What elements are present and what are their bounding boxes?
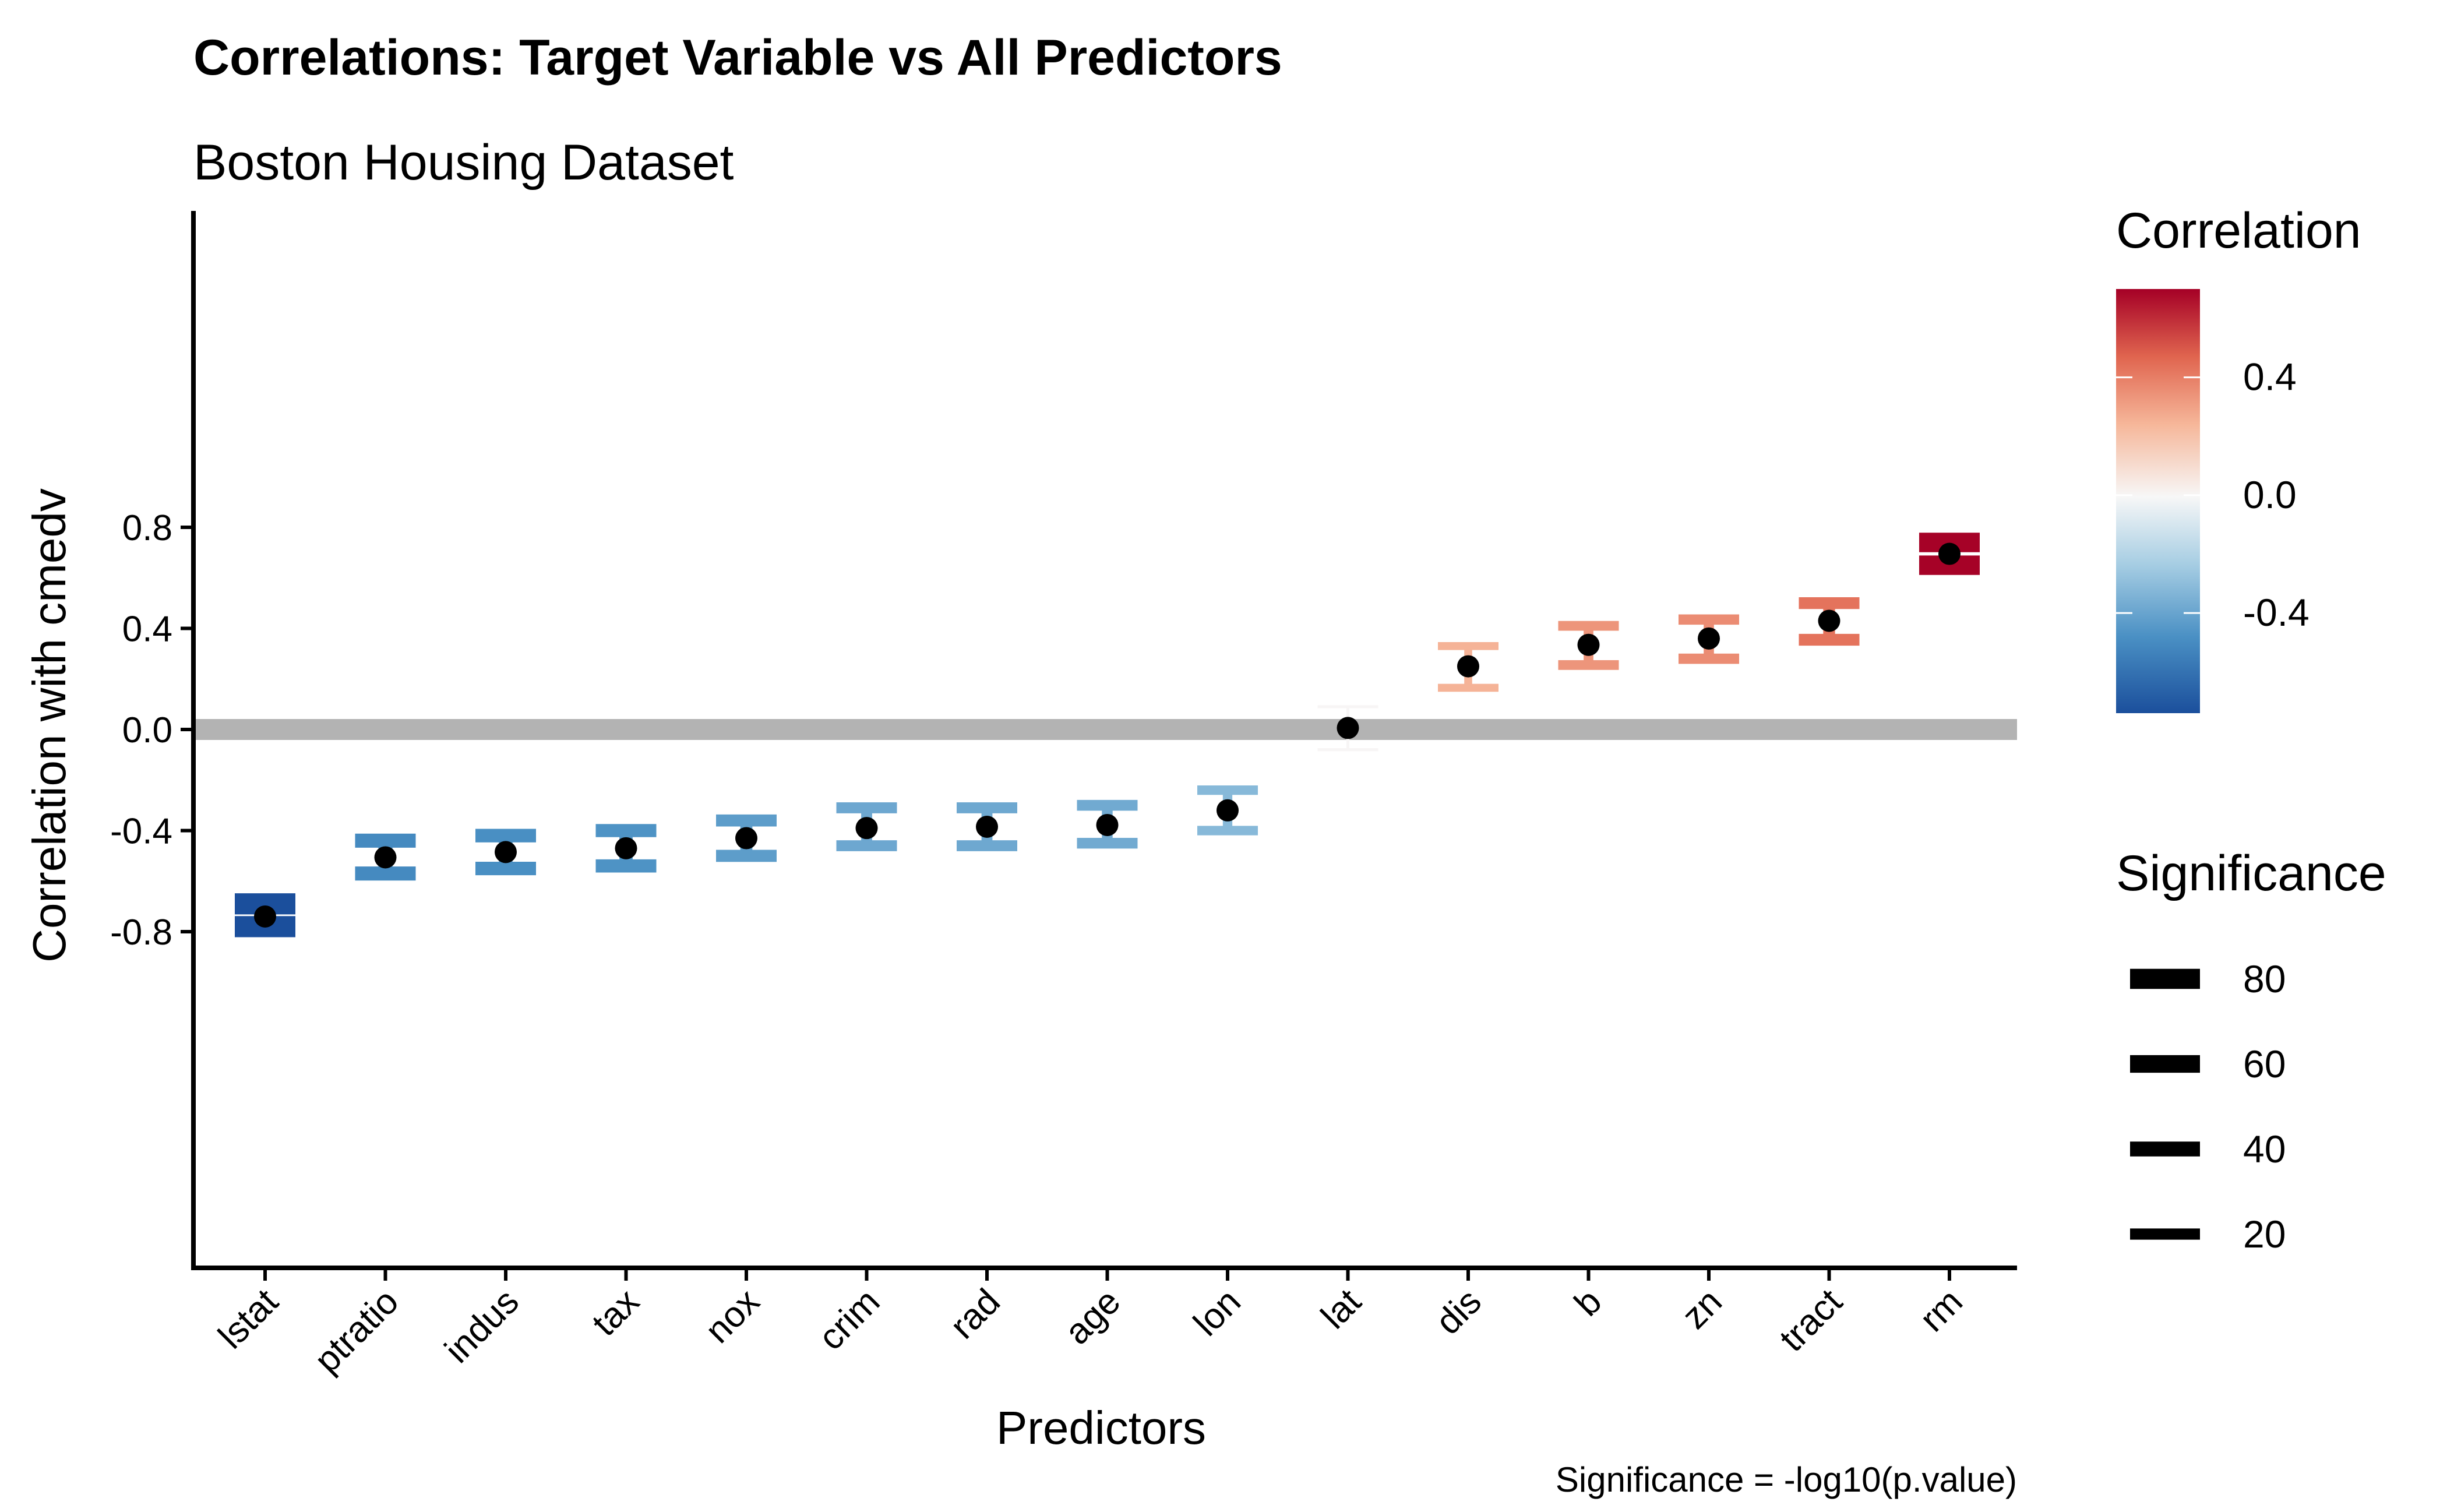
legend-color-label: 0.0 xyxy=(2243,473,2297,516)
x-tick-label-indus: indus xyxy=(437,1281,527,1371)
legend-color-label: -0.4 xyxy=(2243,591,2310,634)
legend-color-title: Correlation xyxy=(2116,203,2361,259)
x-tick-label-age: age xyxy=(1057,1281,1128,1352)
x-tick-label-b: b xyxy=(1567,1281,1609,1324)
legend-size-label: 20 xyxy=(2243,1213,2286,1256)
point-dis xyxy=(1457,655,1479,678)
legend-size-entries: 80 60 40 20 xyxy=(2130,957,2286,1256)
point-tax xyxy=(615,837,637,859)
y-tick-label: 0.0 xyxy=(122,710,172,750)
legend: Correlation 0.4 0.0 -0.4 Significance 80 60… xyxy=(2116,203,2386,1256)
point-nox xyxy=(735,827,757,850)
y-tick-label: -0.4 xyxy=(110,812,172,852)
x-tick-label-tax: tax xyxy=(584,1281,647,1344)
point-b xyxy=(1577,633,1600,656)
x-tick-label-zn: zn xyxy=(1674,1281,1730,1337)
x-tick-label-dis: dis xyxy=(1428,1281,1489,1342)
x-tick-label-lstat: lstat xyxy=(211,1281,286,1356)
legend-color-labels: 0.4 0.0 -0.4 xyxy=(2116,355,2310,634)
zero-reference-line xyxy=(193,719,2017,740)
chart-subtitle: Boston Housing Dataset xyxy=(193,135,734,191)
point-tract xyxy=(1818,609,1840,632)
x-tick-label-crim: crim xyxy=(811,1281,888,1358)
x-tick-label-lat: lat xyxy=(1313,1281,1369,1337)
x-axis-title: Predictors xyxy=(996,1402,1206,1454)
x-tick-label-rm: rm xyxy=(1912,1281,1970,1340)
point-lon xyxy=(1217,799,1239,822)
point-ptratio xyxy=(374,846,397,869)
chart-caption: Significance = -log10(p.value) xyxy=(1556,1460,2017,1499)
plot-area: -0.8 -0.4 0.0 0.4 0.8 lstat ptratio indus tax nox… xyxy=(110,211,2017,1381)
legend-size-title: Significance xyxy=(2116,845,2386,901)
y-tick-label: -0.8 xyxy=(110,912,172,953)
point-indus xyxy=(495,841,517,864)
y-axis-title: Correlation with cmedv xyxy=(23,488,75,963)
point-lstat xyxy=(254,905,276,928)
legend-size-label: 80 xyxy=(2243,957,2286,1000)
legend-size-label: 40 xyxy=(2243,1127,2286,1171)
y-tick-label: 0.4 xyxy=(122,609,172,650)
point-age xyxy=(1096,813,1119,836)
legend-color-label: 0.4 xyxy=(2243,355,2297,399)
point-lat xyxy=(1337,717,1359,739)
y-tick-label: 0.8 xyxy=(122,508,172,548)
x-tick-label-ptratio: ptratio xyxy=(307,1281,407,1381)
x-tick-label-rad: rad xyxy=(943,1281,1008,1347)
point-zn xyxy=(1698,627,1720,650)
point-rad xyxy=(976,815,998,838)
x-tick-label-lon: lon xyxy=(1186,1281,1249,1344)
legend-color-bar xyxy=(2116,289,2200,713)
x-tick-label-tract: tract xyxy=(1772,1281,1850,1359)
point-rm xyxy=(1938,542,1961,565)
legend-size-label: 60 xyxy=(2243,1042,2286,1085)
point-crim xyxy=(855,817,878,840)
chart-title: Correlations: Target Variable vs All Pre… xyxy=(193,30,1282,86)
x-tick-label-nox: nox xyxy=(697,1281,767,1351)
